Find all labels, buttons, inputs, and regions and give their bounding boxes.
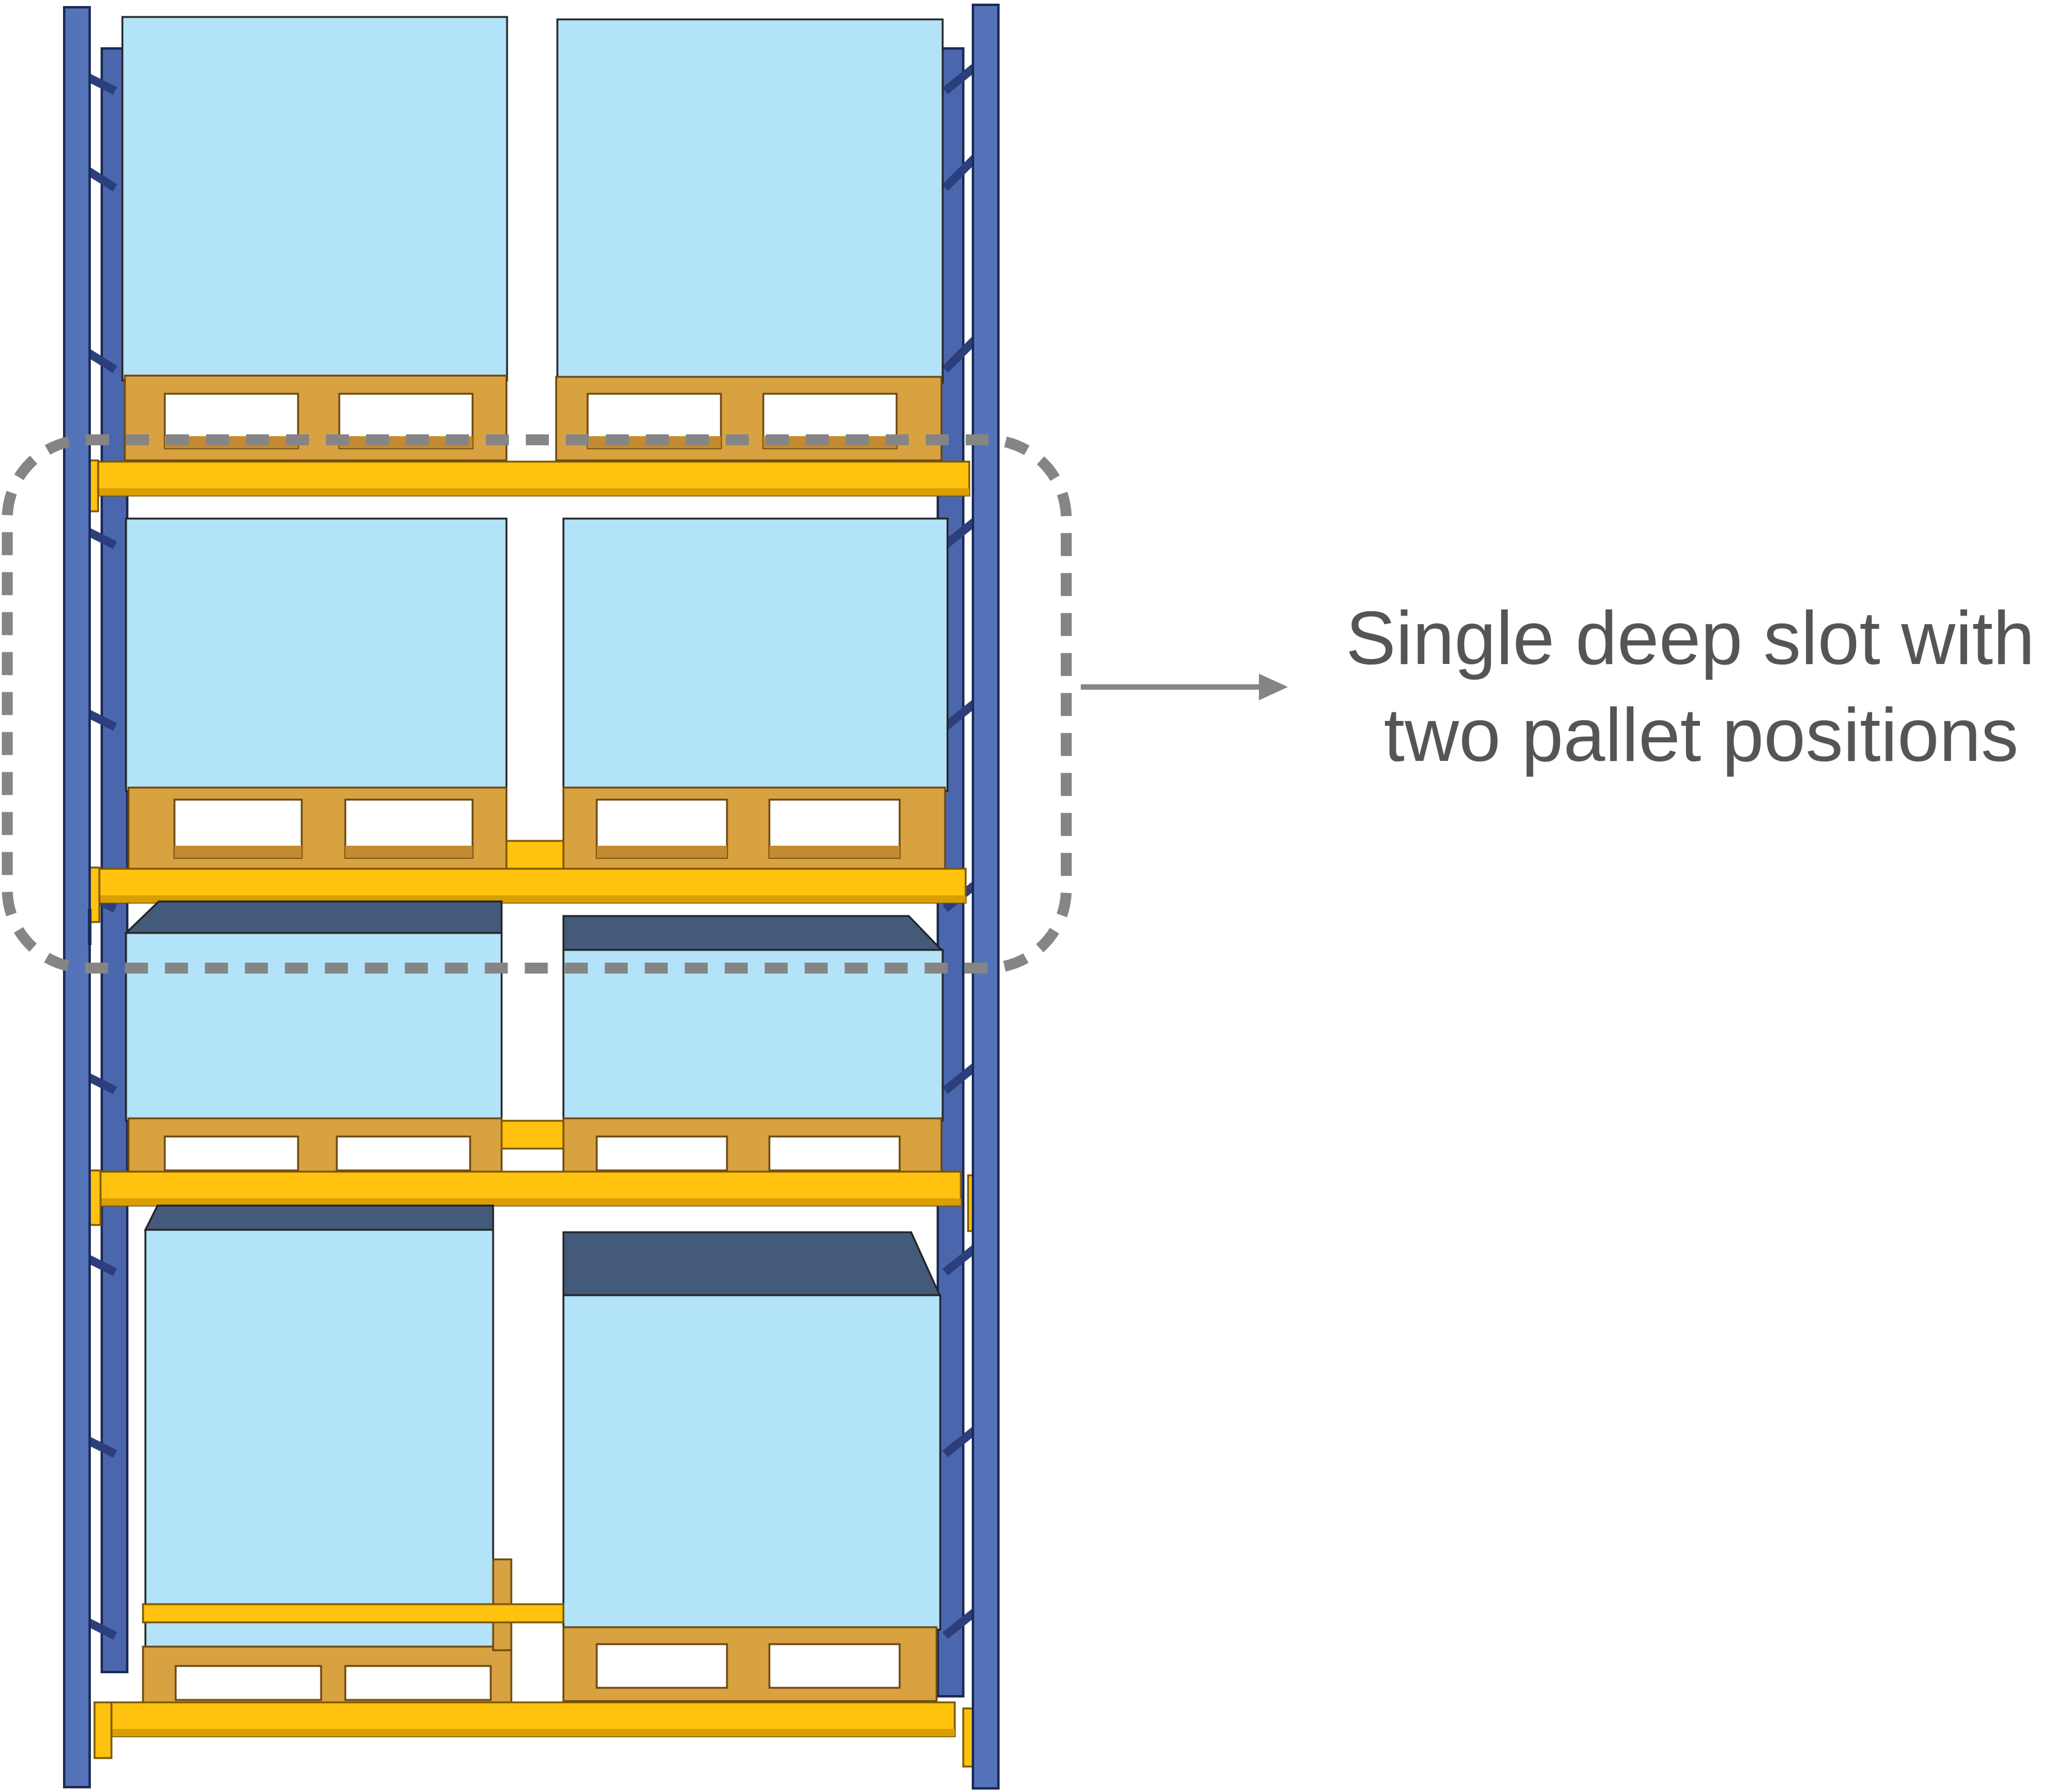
side-bracing-right: [942, 63, 978, 1639]
box: [125, 932, 503, 1122]
box: [121, 16, 508, 382]
beam-shadow: [109, 1729, 955, 1736]
pallet-load-right: [562, 1231, 942, 1702]
pallet-load-left: [124, 900, 503, 1176]
front-uprights: [63, 4, 1000, 1790]
front-upright-left: [63, 6, 91, 1788]
beam-rear: [505, 840, 565, 874]
pallet-load-left: [121, 16, 508, 462]
callout-label-line-1: Single deep slot with: [1346, 597, 2034, 680]
beam-rear: [142, 1603, 565, 1624]
box-top: [124, 900, 503, 934]
beam-shadow: [88, 1198, 961, 1206]
box-top: [144, 1204, 494, 1231]
pallet-load-right: [555, 18, 944, 462]
rack-level-1: [81, 16, 995, 516]
box: [125, 517, 508, 792]
box: [144, 1229, 494, 1650]
rack-level-4: [93, 1204, 983, 1768]
dashed-highlight-box: [2, 434, 1072, 974]
beam-connector-left: [93, 1701, 113, 1759]
box: [562, 1294, 941, 1631]
box: [556, 18, 944, 384]
pallet-load-right: [562, 517, 949, 874]
callout-arrow-head: [1259, 674, 1288, 700]
rack-level-2: [82, 517, 992, 926]
rack-level-3: [84, 900, 987, 1232]
box: [562, 949, 944, 1122]
box: [562, 517, 949, 792]
box-top: [562, 1231, 942, 1298]
beam-rear: [500, 1120, 565, 1150]
front-upright-right: [972, 4, 1000, 1790]
slot-highlight-callout: [2, 434, 1288, 974]
box-top: [562, 915, 945, 952]
pallet-load-left: [125, 517, 508, 874]
beam-shadow: [85, 488, 969, 496]
pallet-load-left: [142, 1204, 513, 1706]
pallet-load-right: [562, 915, 945, 1176]
callout-label-line-2: two pallet positions: [1384, 694, 2019, 777]
